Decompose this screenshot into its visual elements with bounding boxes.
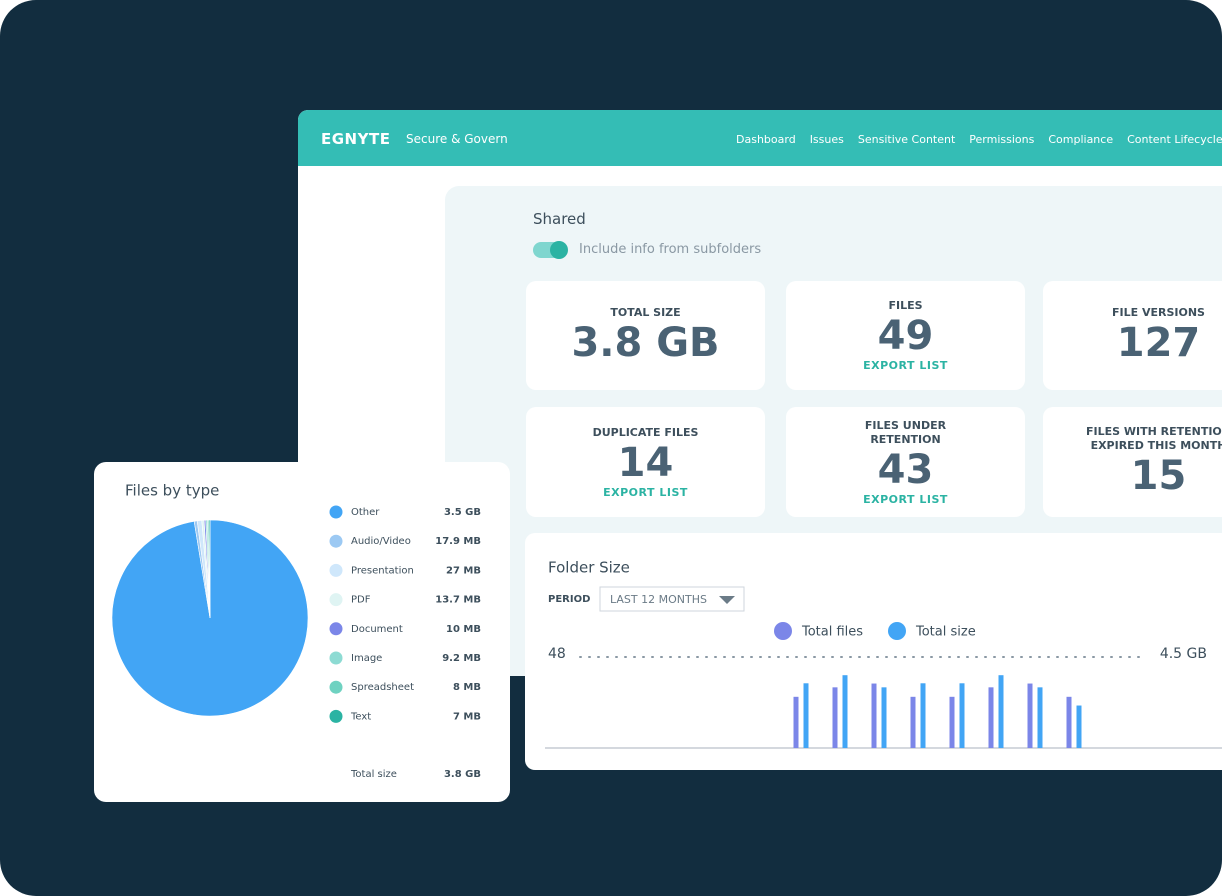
legend-dot — [888, 622, 906, 640]
stat-label: FILES UNDER RETENTION — [864, 418, 947, 446]
legend-label: Text — [350, 711, 371, 722]
period-value: LAST 12 MONTHS — [610, 593, 707, 606]
bar — [949, 696, 955, 748]
y2-tick-label: 4.5 GB — [1160, 646, 1207, 662]
stat-card: DUPLICATE FILES 14 EXPORT LIST — [526, 407, 765, 517]
bar — [1037, 687, 1043, 748]
legend-value: 13.7 MB — [435, 595, 481, 606]
stat-value: 43 — [877, 446, 934, 493]
legend-label: Audio/Video — [351, 536, 411, 547]
product-name: Secure & Govern — [406, 132, 508, 146]
total-value: 3.8 GB — [444, 769, 481, 780]
bar — [871, 683, 877, 748]
panel-title: Shared — [533, 210, 586, 228]
nav-item[interactable]: Content Lifecycle — [1127, 133, 1222, 146]
bar — [1076, 705, 1082, 748]
export-link[interactable]: EXPORT LIST — [863, 359, 948, 372]
stat-label: FILE VERSIONS — [1112, 305, 1205, 319]
legend-dot — [329, 622, 343, 636]
legend-dot — [329, 534, 343, 548]
nav-item[interactable]: Compliance — [1048, 133, 1114, 146]
toggle-knob — [550, 241, 568, 259]
bar-chart: Folder Size PERIOD LAST 12 MONTHS 48 4.5 GB T… — [545, 559, 1222, 749]
legend-dot — [329, 505, 343, 519]
legend-value: 8 MB — [453, 682, 481, 693]
legend-label: Image — [351, 653, 382, 664]
legend-value: 10 MB — [446, 624, 481, 635]
brand[interactable]: EGNYTE — [321, 130, 391, 148]
stat-card: FILE VERSIONS 127 — [1043, 281, 1222, 390]
legend-label: Spreadsheet — [351, 682, 414, 693]
legend-value: 7 MB — [453, 711, 481, 722]
bar — [881, 687, 887, 748]
folder-size-card: Folder Size PERIOD LAST 12 MONTHS 48 4.5 GB T… — [525, 533, 1222, 770]
stat-value: 127 — [1116, 319, 1201, 366]
legend-dot — [329, 680, 343, 694]
legend-label: Total size — [915, 625, 976, 640]
stat-value: 49 — [877, 313, 934, 359]
dropdown-arrow — [719, 596, 735, 604]
bar — [793, 696, 799, 748]
total-label: Total size — [350, 769, 397, 780]
y-tick-label: 48 — [548, 646, 566, 662]
legend-value: 9.2 MB — [442, 653, 481, 664]
nav-item[interactable]: Issues — [809, 133, 844, 146]
bar — [920, 683, 926, 748]
legend-label: PDF — [351, 595, 371, 606]
legend-value: 17.9 MB — [435, 536, 481, 547]
stat-card: FILES WITH RETENTION EXPIRED THIS MONTH 1… — [1043, 407, 1222, 517]
toggle-label: Include info from subfolders — [579, 242, 762, 257]
legend-label: Document — [351, 624, 403, 635]
legend-dot — [774, 622, 792, 640]
legend-dot — [329, 651, 343, 665]
chart-title: Folder Size — [548, 559, 630, 577]
stat-label: TOTAL SIZE — [610, 305, 681, 319]
bar — [988, 687, 994, 748]
bar — [832, 687, 838, 748]
nav: Dashboard Issues Sensitive Content Permissi… — [736, 133, 1222, 146]
legend-dot — [329, 563, 343, 577]
bar — [803, 683, 809, 748]
pie-slice — [111, 519, 309, 717]
bar — [842, 675, 848, 748]
nav-item[interactable]: Dashboard — [736, 133, 796, 146]
bar — [910, 696, 916, 748]
stat-value: 14 — [617, 439, 674, 486]
legend-value: 27 MB — [446, 565, 481, 576]
stat-card: FILES UNDER RETENTION 43 EXPORT LIST — [786, 407, 1025, 517]
chart-title: Files by type — [125, 482, 219, 500]
toggle[interactable] — [533, 241, 568, 259]
legend-label: Total files — [801, 625, 863, 640]
stat-card: FILES 49 EXPORT LIST — [786, 281, 1025, 390]
stat-value: 3.8 GB — [571, 319, 720, 366]
period-label: PERIOD — [548, 594, 590, 605]
legend-dot — [329, 593, 343, 607]
nav-item[interactable]: Permissions — [969, 133, 1035, 146]
legend-value: 3.5 GB — [444, 507, 481, 518]
export-link[interactable]: EXPORT LIST — [863, 492, 948, 506]
bar — [998, 675, 1004, 748]
stat-card: TOTAL SIZE 3.8 GB — [526, 281, 765, 390]
stat-label: DUPLICATE FILES — [592, 425, 699, 439]
stat-label: FILES — [888, 299, 923, 312]
bar — [959, 683, 965, 748]
header: EGNYTE Secure & Govern Dashboard Issues Se… — [298, 110, 1222, 166]
period-dropdown[interactable] — [599, 586, 745, 612]
stat-value: 15 — [1130, 453, 1187, 499]
bar — [1027, 683, 1033, 748]
legend-label: Other — [351, 507, 380, 518]
pie-slice — [208, 519, 211, 619]
export-link[interactable]: EXPORT LIST — [603, 485, 688, 499]
nav-item[interactable]: Sensitive Content — [857, 133, 956, 146]
pie-chart: Files by type Other 3.5 GB Audio/Video 17.9 … — [111, 482, 481, 780]
stat-label: FILES WITH RETENTION EXPIRED THIS MONTH — [1085, 425, 1222, 452]
bar — [1066, 696, 1072, 748]
legend-label: Presentation — [351, 565, 414, 576]
legend-dot — [329, 709, 343, 723]
files-by-type-card: Files by type Other 3.5 GB Audio/Video 17.9 … — [94, 462, 510, 802]
